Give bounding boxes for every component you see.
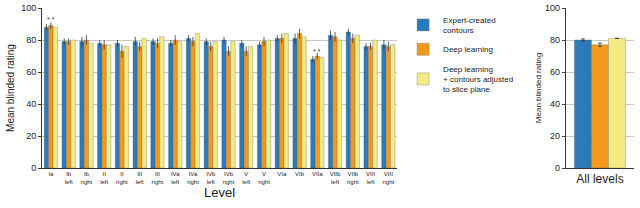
svg-text:Deep learning: Deep learning (443, 45, 493, 54)
svg-text:IIIleft: IIIleft (136, 171, 144, 185)
svg-text:VIIbleft: VIIbleft (330, 171, 341, 185)
svg-text:IIleft: IIleft (100, 171, 108, 185)
svg-text:Ibright: Ibright (81, 171, 93, 185)
svg-text:VIb: VIb (295, 171, 305, 177)
svg-text:VIIIright: VIIIright (382, 171, 394, 185)
svg-text:VIIIleft: VIIIleft (366, 171, 375, 185)
svg-text:Mean blinded rating: Mean blinded rating (534, 53, 543, 123)
svg-text:Expert-createdcontours: Expert-createdcontours (443, 16, 495, 35)
svg-text:IIIright: IIIright (152, 171, 164, 185)
svg-text:0: 0 (31, 163, 36, 173)
svg-text:Level: Level (204, 185, 235, 200)
svg-text:IVaright: IVaright (187, 171, 199, 185)
svg-text:* *: * * (313, 48, 321, 55)
svg-text:VIIa: VIIa (312, 171, 323, 177)
svg-text:Ia: Ia (48, 171, 54, 177)
svg-text:20: 20 (26, 131, 36, 141)
svg-text:Ibleft: Ibleft (65, 171, 73, 185)
svg-text:20: 20 (550, 131, 560, 141)
svg-text:Deep learning+ contours adjust: Deep learning+ contours adjustedto slice… (443, 65, 513, 95)
svg-text:IValeft: IValeft (171, 171, 180, 185)
svg-text:60: 60 (550, 67, 560, 77)
svg-text:Vleft: Vleft (242, 171, 250, 185)
svg-text:IVbright: IVbright (223, 171, 235, 185)
svg-text:VIa: VIa (277, 171, 287, 177)
svg-text:All levels: All levels (576, 172, 623, 186)
svg-text:VIIbright: VIIbright (347, 171, 359, 185)
svg-text:Vright: Vright (258, 171, 270, 185)
svg-text:80: 80 (550, 35, 560, 45)
svg-text:100: 100 (545, 3, 560, 13)
svg-text:0: 0 (555, 163, 560, 173)
svg-text:40: 40 (26, 99, 36, 109)
svg-text:40: 40 (550, 99, 560, 109)
svg-text:* *: * * (47, 16, 55, 23)
svg-text:Mean blinded rating: Mean blinded rating (5, 44, 16, 132)
svg-text:IIright: IIright (116, 171, 128, 185)
svg-text:IVbleft: IVbleft (206, 171, 216, 185)
svg-text:60: 60 (26, 67, 36, 77)
svg-text:80: 80 (26, 35, 36, 45)
svg-text:100: 100 (21, 3, 36, 13)
